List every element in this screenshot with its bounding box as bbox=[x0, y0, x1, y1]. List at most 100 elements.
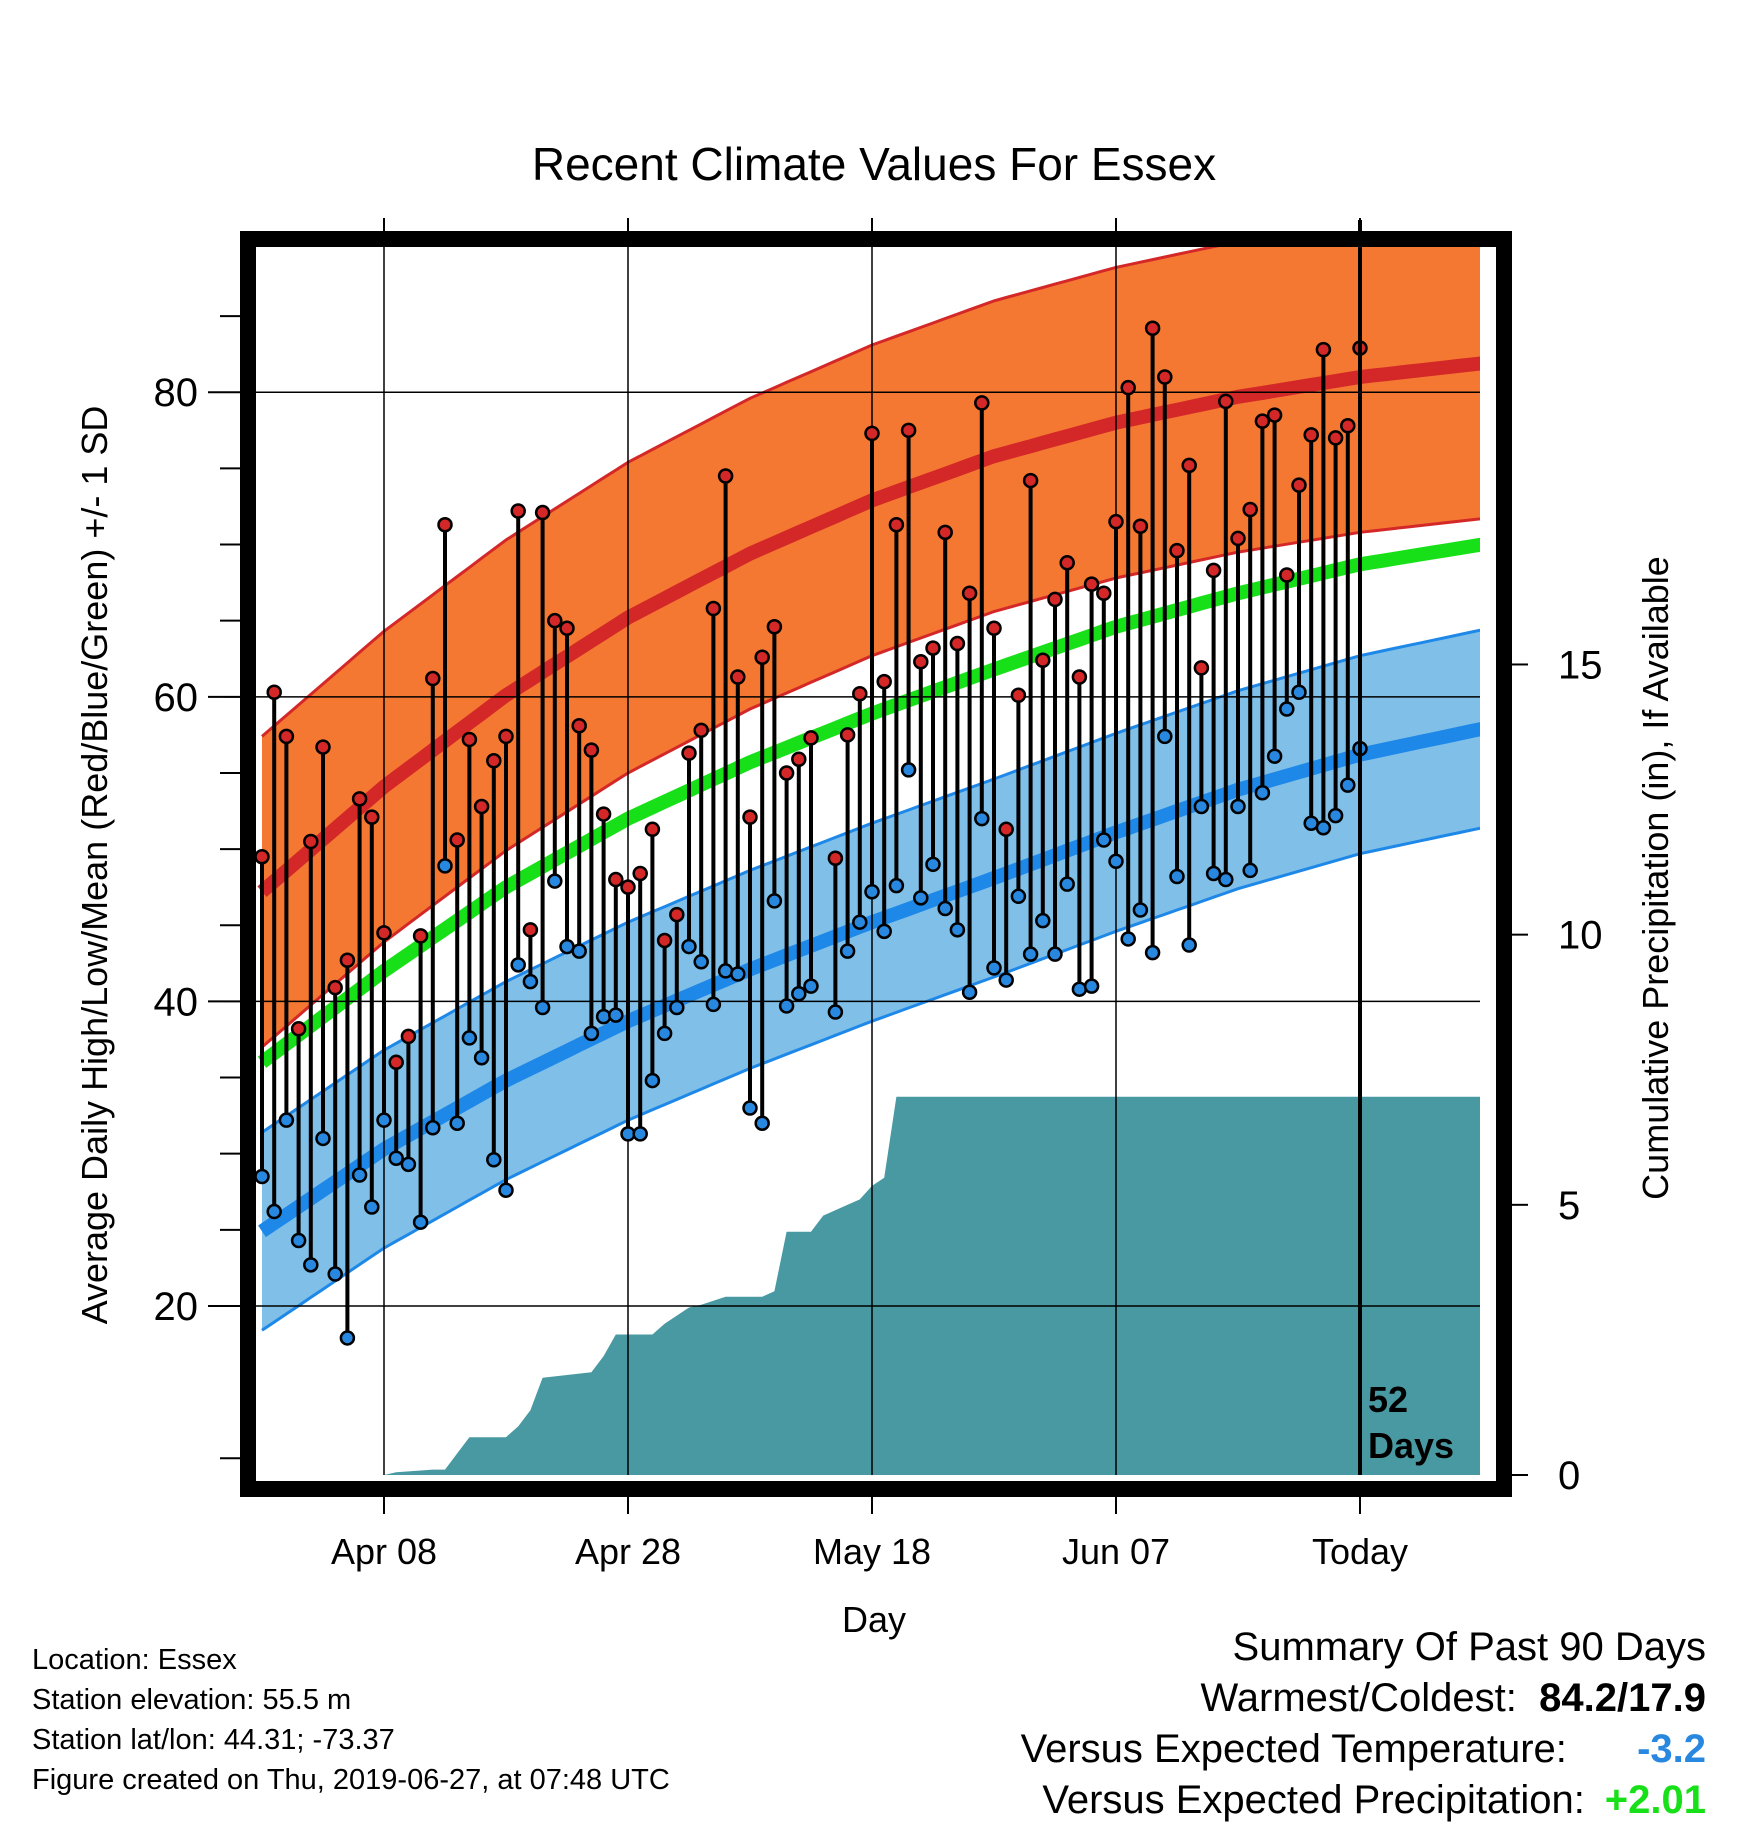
daily-high-point bbox=[888, 516, 905, 533]
daily-high-point bbox=[266, 684, 282, 700]
daily-high-point bbox=[364, 809, 380, 825]
daily-high-point bbox=[425, 670, 441, 687]
daily-high-point bbox=[900, 422, 917, 439]
daily-high-point bbox=[1291, 477, 1307, 493]
daily-high-point bbox=[656, 932, 673, 949]
daily-low-point bbox=[1108, 853, 1124, 870]
latlon-text: Station lat/lon: 44.31; -73.37 bbox=[32, 1724, 395, 1756]
daily-low-point bbox=[534, 999, 551, 1016]
daily-high-point bbox=[1218, 393, 1234, 410]
daily-high-point bbox=[522, 922, 539, 938]
created-text: Figure created on Thu, 2019-06-27, at 07… bbox=[32, 1764, 670, 1796]
daily-low-point bbox=[1327, 807, 1344, 824]
daily-high-point bbox=[620, 879, 636, 895]
daily-low-point bbox=[339, 1330, 356, 1346]
daily-high-point bbox=[852, 686, 868, 702]
daily-low-point bbox=[1132, 902, 1149, 918]
daily-high-point bbox=[913, 654, 929, 670]
daily-high-point bbox=[693, 722, 709, 739]
plot-area bbox=[224, 243, 1480, 1475]
daily-low-point bbox=[766, 893, 783, 909]
daily-low-point bbox=[742, 1100, 758, 1116]
daily-high-point bbox=[1144, 320, 1161, 337]
daily-high-point bbox=[1279, 567, 1295, 583]
chart-title: Recent Climate Values For Essex bbox=[532, 138, 1216, 190]
daily-high-point bbox=[278, 728, 295, 745]
daily-high-point bbox=[827, 850, 844, 866]
daily-low-point bbox=[1254, 785, 1271, 801]
daily-high-point bbox=[1083, 576, 1100, 592]
daily-high-point bbox=[1266, 407, 1283, 423]
daily-high-point bbox=[1327, 430, 1344, 446]
daily-high-point bbox=[559, 620, 575, 637]
summary-heading: Summary Of Past 90 Days bbox=[1232, 1625, 1706, 1669]
daily-high-point bbox=[461, 731, 478, 748]
daily-low-point bbox=[266, 1203, 282, 1220]
daily-low-point bbox=[547, 873, 563, 889]
daily-low-point bbox=[1096, 832, 1112, 848]
daily-high-point bbox=[742, 809, 758, 825]
daily-low-point bbox=[449, 1115, 465, 1131]
daily-low-point bbox=[937, 900, 953, 917]
daily-high-point bbox=[1315, 341, 1332, 358]
y2-tick-label: 5 bbox=[1558, 1184, 1580, 1228]
daily-low-point bbox=[681, 938, 697, 955]
daily-high-point bbox=[510, 503, 526, 519]
daily-high-point bbox=[254, 848, 270, 865]
daily-high-point bbox=[437, 516, 453, 533]
daily-high-point bbox=[327, 979, 343, 996]
daily-low-point bbox=[437, 858, 453, 874]
daily-low-point bbox=[644, 1072, 661, 1089]
y2-axis-label: Cumulative Precipitation (in), If Availa… bbox=[1635, 556, 1676, 1200]
daily-high-point bbox=[388, 1054, 404, 1071]
daily-low-point bbox=[278, 1112, 295, 1128]
daily-low-point bbox=[1242, 862, 1258, 879]
daily-high-point bbox=[1340, 417, 1356, 434]
daily-high-point bbox=[1205, 562, 1222, 579]
daily-high-point bbox=[730, 669, 746, 685]
y2-tick-label: 0 bbox=[1558, 1454, 1580, 1498]
daily-high-point bbox=[632, 865, 648, 882]
x-tick-label: Today bbox=[1312, 1531, 1408, 1572]
daily-low-point bbox=[1157, 728, 1173, 745]
daily-low-point bbox=[754, 1115, 770, 1131]
daily-low-point bbox=[1083, 978, 1100, 994]
today-days-label: Days bbox=[1368, 1425, 1454, 1466]
daily-high-point bbox=[1230, 530, 1246, 547]
daily-high-point bbox=[876, 673, 892, 690]
daily-low-point bbox=[1193, 798, 1210, 815]
summary-box: Summary Of Past 90 Days Warmest/Coldest:… bbox=[1021, 1622, 1706, 1826]
daily-low-point bbox=[888, 877, 905, 894]
daily-low-point bbox=[803, 978, 819, 994]
daily-high-point bbox=[949, 635, 966, 652]
daily-low-point bbox=[1144, 944, 1161, 961]
daily-low-point bbox=[1169, 868, 1185, 885]
daily-high-point bbox=[547, 612, 563, 629]
y-axis-label: Average Daily High/Low/Mean (Red/Blue/Gr… bbox=[74, 406, 115, 1325]
daily-high-point bbox=[644, 821, 661, 838]
daily-high-point bbox=[1157, 369, 1173, 385]
elevation-text: Station elevation: 55.5 m bbox=[32, 1684, 352, 1716]
x-tick-label: May 18 bbox=[813, 1531, 931, 1572]
station-info: Location: Essex Station elevation: 55.5 … bbox=[32, 1640, 670, 1800]
y2-tick-label: 10 bbox=[1558, 914, 1603, 958]
daily-high-point bbox=[754, 649, 770, 665]
daily-high-point bbox=[1181, 457, 1197, 474]
daily-high-point bbox=[986, 620, 1002, 637]
daily-low-point bbox=[998, 972, 1014, 988]
daily-low-point bbox=[400, 1156, 417, 1173]
daily-high-point bbox=[864, 425, 880, 442]
daily-high-point bbox=[1022, 472, 1039, 489]
daily-low-point bbox=[1230, 798, 1246, 815]
today-days-label: 52 bbox=[1368, 1379, 1408, 1420]
location-text: Location: Essex bbox=[32, 1644, 237, 1676]
x-tick-label: Apr 08 bbox=[331, 1531, 437, 1572]
daily-high-point bbox=[534, 504, 551, 521]
daily-low-point bbox=[254, 1168, 270, 1185]
daily-low-point bbox=[1291, 684, 1307, 700]
daily-low-point bbox=[852, 914, 868, 930]
daily-high-point bbox=[498, 728, 514, 745]
daily-low-point bbox=[1047, 946, 1063, 962]
precip-vs-expected-value: +2.01 bbox=[1604, 1778, 1706, 1822]
daily-high-point bbox=[303, 833, 319, 850]
